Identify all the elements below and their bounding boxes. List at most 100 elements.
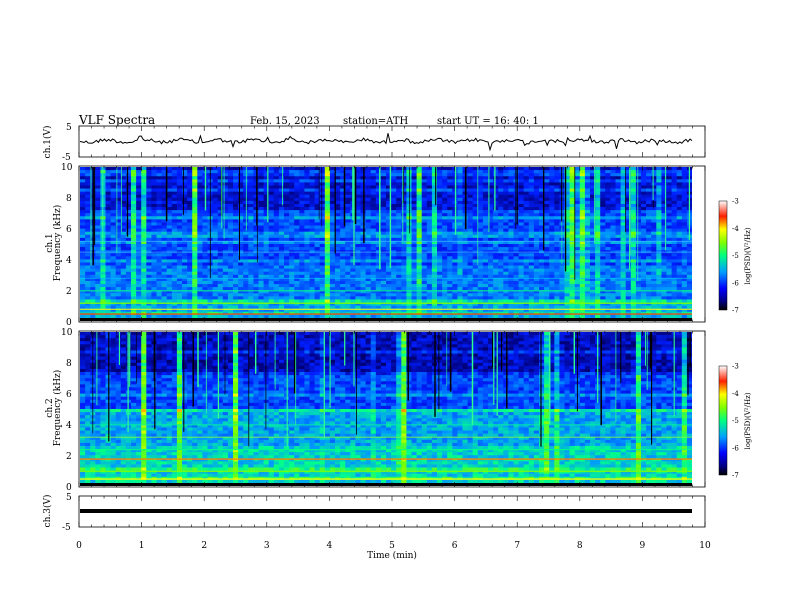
- spectrogram-cell: [574, 228, 581, 233]
- spectrogram-cell: [625, 277, 632, 282]
- spectrogram-cell: [615, 185, 621, 189]
- spectrogram-cell: [549, 277, 555, 282]
- spectrogram-cell: [324, 244, 331, 248]
- spectrogram-cell: [503, 244, 509, 248]
- spectrogram-cell: [141, 170, 147, 174]
- spectrogram-cell: [136, 256, 142, 260]
- spectrogram-cell: [131, 277, 137, 282]
- spectrogram-cell: [319, 256, 326, 260]
- spectrogram-cell: [396, 262, 402, 266]
- spectrogram-cell: [544, 287, 550, 291]
- spectrogram-cell: [136, 268, 142, 273]
- spectrogram-cell: [278, 200, 285, 205]
- spectrogram-cell: [646, 253, 652, 257]
- spectrogram-cell: [635, 268, 642, 273]
- spectrogram-cell: [304, 293, 310, 297]
- spectrogram-cell: [309, 240, 315, 245]
- spectrogram-cell: [600, 222, 606, 226]
- spectrogram-cell: [635, 200, 642, 205]
- spectrogram-cell: [80, 271, 86, 276]
- spectrogram-cell: [171, 268, 178, 273]
- spectrogram-cell: [605, 244, 611, 248]
- spectrogram-cell: [396, 274, 402, 279]
- spectrogram-cell: [309, 271, 315, 276]
- spectrogram-cell: [233, 185, 239, 189]
- spectrogram-cell: [605, 287, 611, 291]
- spectrogram-cell: [192, 237, 198, 242]
- spectrogram-cell: [319, 173, 326, 177]
- spectrogram-cell: [238, 244, 244, 248]
- spectrogram-cell: [411, 274, 417, 279]
- spectrogram-cell: [314, 247, 321, 251]
- spectrogram-cell: [156, 216, 162, 220]
- spectrogram-cell: [584, 274, 591, 279]
- spectrogram-cell: [437, 176, 443, 180]
- spectrogram-cell: [590, 170, 596, 174]
- spectrogram-cell: [146, 280, 152, 285]
- spectrogram-cell: [595, 253, 601, 257]
- spectrogram-cell: [370, 176, 377, 180]
- spectrogram-cell: [472, 185, 479, 189]
- spectrogram-cell: [294, 274, 300, 279]
- spectrogram-cell: [411, 188, 417, 193]
- spectrogram-cell: [610, 271, 616, 276]
- spectrogram-cell: [574, 197, 581, 202]
- spectrogram-cell: [380, 262, 387, 266]
- spectrogram-cell: [630, 290, 637, 294]
- spectrogram-cell: [467, 185, 474, 189]
- spectrogram-cell: [554, 176, 560, 180]
- spectrogram-cell: [289, 225, 295, 229]
- spectrogram-cell: [258, 274, 264, 279]
- spectrogram-cell: [380, 225, 387, 229]
- spectrogram-cell: [375, 280, 382, 285]
- spectrogram-cell: [278, 277, 285, 282]
- spectrogram-cell: [146, 200, 152, 205]
- spectrogram-cell: [80, 268, 86, 273]
- spectrogram-cell: [625, 216, 632, 220]
- spectrogram-cell: [105, 167, 111, 171]
- spectrogram-cell: [253, 290, 259, 294]
- spectrogram-cell: [212, 284, 219, 288]
- spectrogram-cell: [314, 170, 321, 174]
- spectrogram-cell: [161, 213, 168, 217]
- spectrogram-cell: [340, 173, 346, 177]
- spectrogram-cell: [554, 173, 560, 177]
- spectrogram-cell: [192, 234, 198, 239]
- spectrogram-cell: [161, 253, 168, 257]
- spectrogram-cell: [482, 213, 489, 217]
- spectrogram-cell: [528, 244, 535, 248]
- spectrogram-cell: [222, 219, 229, 223]
- spectrogram-cell: [227, 265, 234, 270]
- spectrogram-cell: [268, 287, 275, 291]
- spectrogram-cell: [222, 210, 229, 214]
- spectrogram-cell: [447, 240, 453, 245]
- spectrogram-cell: [355, 210, 361, 214]
- spectrogram-cell: [488, 213, 494, 217]
- spectrogram-cell: [258, 173, 264, 177]
- spectrogram-cell: [192, 274, 198, 279]
- spectrogram-cell: [329, 203, 336, 208]
- spectrogram-cell: [584, 173, 591, 177]
- spectrogram-cell: [493, 280, 499, 285]
- spectrogram-cell: [355, 265, 361, 270]
- spectrogram-cell: [263, 200, 270, 205]
- spectrogram-cell: [105, 222, 111, 226]
- spectrogram-cell: [416, 194, 423, 199]
- spectrogram-cell: [416, 244, 423, 248]
- spectrogram-cell: [202, 262, 208, 266]
- spectrogram-cell: [482, 200, 489, 205]
- spectrogram-cell: [579, 167, 586, 171]
- spectrogram-cell: [182, 210, 188, 214]
- spectrogram-cell: [605, 182, 611, 186]
- spectrogram-cell: [590, 287, 596, 291]
- spectrogram-cell: [610, 194, 616, 199]
- spectrogram-cell: [227, 173, 234, 177]
- spectrogram-cell: [676, 194, 683, 199]
- spectrogram-cell: [146, 179, 152, 183]
- spectrogram-cell: [375, 191, 382, 196]
- spectrogram-cell: [488, 179, 494, 183]
- spectrogram-cell: [360, 262, 366, 266]
- spectrogram-cell: [447, 200, 453, 205]
- spectrogram-cell: [289, 277, 295, 282]
- spectrogram-cell: [457, 277, 463, 282]
